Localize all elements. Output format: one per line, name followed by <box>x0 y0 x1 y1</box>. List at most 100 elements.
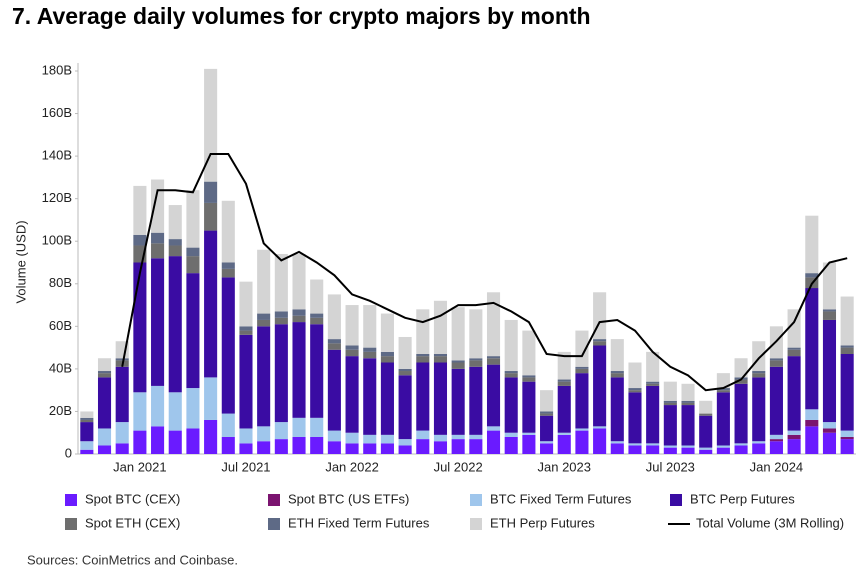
y-tick-label: 100B <box>42 233 72 248</box>
source-note: Sources: CoinMetrics and Coinbase. <box>27 552 238 567</box>
bar-segment <box>345 349 359 357</box>
bar-segment <box>822 319 837 423</box>
bar-segment <box>557 379 571 382</box>
bar-segment <box>327 343 341 350</box>
bar-segment <box>646 385 660 444</box>
bar-segment <box>787 434 801 440</box>
bar-segment <box>469 439 483 454</box>
bar-segment <box>610 339 624 372</box>
bar-segment <box>822 432 837 454</box>
bar-segment <box>257 441 271 454</box>
bar-segment <box>663 405 677 446</box>
legend-label: Spot BTC (US ETFs) <box>288 491 409 506</box>
bar-segment <box>345 432 359 444</box>
bar-segment <box>257 326 271 427</box>
bar-segment <box>646 445 660 454</box>
bar-segment <box>699 413 713 416</box>
bar-segment <box>274 324 288 423</box>
bar-segment <box>540 443 554 454</box>
bar-segment <box>97 371 112 374</box>
bar-segment <box>80 417 94 420</box>
bar-segment <box>433 300 448 354</box>
bar-segment <box>451 307 465 361</box>
bar-segment <box>416 309 430 354</box>
bar-segment <box>151 385 165 427</box>
bar-segment <box>610 371 624 374</box>
bar-segment <box>274 439 288 454</box>
bar-segment <box>239 334 253 429</box>
bar-segment <box>628 388 642 391</box>
bar-segment <box>504 373 518 378</box>
bar-segment <box>345 443 359 454</box>
bar-segment <box>327 339 341 344</box>
bar-segment <box>593 428 607 454</box>
bar-segment <box>822 428 837 433</box>
bar-segment <box>133 185 147 235</box>
bar-segment <box>681 400 695 403</box>
bar-segment <box>716 388 730 391</box>
y-tick-label: 40B <box>49 360 72 375</box>
bar-segment <box>681 447 695 454</box>
bar-segment <box>469 366 483 435</box>
bar-segment <box>310 313 324 318</box>
legend-label: BTC Fixed Term Futures <box>490 491 632 506</box>
bar-segment <box>345 305 359 346</box>
bar-segment <box>787 309 801 348</box>
bar-segment <box>151 179 165 233</box>
bar-segment <box>327 441 341 454</box>
bar-segment <box>752 373 766 378</box>
bar-segment <box>522 377 536 382</box>
bar-segment <box>398 336 412 369</box>
bar-segment <box>292 322 306 418</box>
bar-segment <box>239 443 253 454</box>
bar-segment <box>734 445 748 454</box>
y-tick-label: 140B <box>42 148 72 163</box>
legend-swatch <box>65 494 77 506</box>
bar-segment <box>274 317 288 325</box>
bar-segment <box>486 292 501 357</box>
chart-title: 7. Average daily volumes for crypto majo… <box>12 3 591 29</box>
bar-segment <box>486 426 501 431</box>
bar-segment <box>221 268 235 278</box>
bar-segment <box>97 358 112 372</box>
bar-segment <box>168 430 182 454</box>
bar-segment <box>80 422 94 442</box>
bar-segment <box>681 445 695 448</box>
y-tick-label: 120B <box>42 190 72 205</box>
legend-swatch <box>268 518 280 530</box>
bar-segment <box>327 294 341 340</box>
bar-segment <box>840 430 854 437</box>
bar-segment <box>840 345 854 348</box>
bar-segment <box>80 411 94 418</box>
bar-segment <box>575 330 589 367</box>
y-tick-label: 80B <box>49 275 72 290</box>
bar-segment <box>610 377 624 442</box>
bar-segment <box>469 434 483 440</box>
bar-segment <box>97 428 112 446</box>
bar-segment <box>540 411 554 414</box>
bar-segment <box>840 347 854 354</box>
bar-segment <box>628 390 642 393</box>
legend-swatch <box>470 494 482 506</box>
bar-segment <box>451 434 465 440</box>
bar-segment <box>310 279 324 314</box>
bar-segment <box>257 426 271 442</box>
bar-segment <box>292 315 306 323</box>
bar-segment <box>504 436 518 454</box>
bar-segment <box>292 309 306 316</box>
bar-segment <box>663 445 677 448</box>
bar-segment <box>628 362 642 389</box>
bar-segment <box>186 273 200 389</box>
y-tick-label: 0 <box>65 445 72 460</box>
bar-segment <box>646 381 660 384</box>
legend-label: ETH Fixed Term Futures <box>288 515 430 530</box>
bar-segment <box>805 419 819 427</box>
bar-segment <box>363 443 377 454</box>
bar-segment <box>204 419 218 454</box>
bar-segment <box>557 381 571 386</box>
bar-segment <box>416 356 430 363</box>
bar-segment <box>610 443 624 454</box>
y-tick-label: 60B <box>49 318 72 333</box>
bar-segment <box>628 392 642 444</box>
x-tick-label: Jul 2021 <box>221 459 270 474</box>
